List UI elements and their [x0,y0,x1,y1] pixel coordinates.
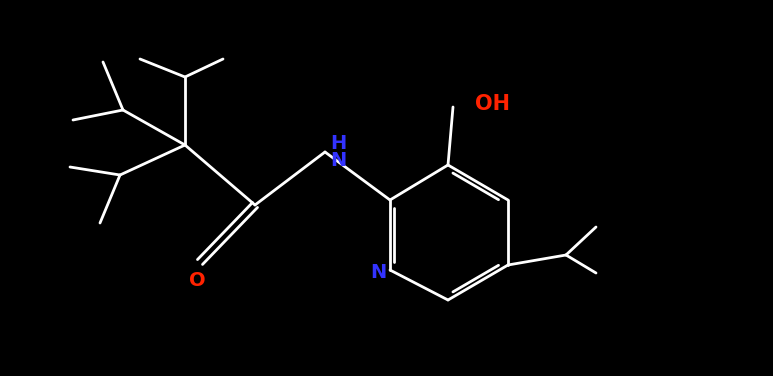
Text: OH: OH [475,94,510,114]
Text: O: O [189,270,206,290]
Text: H
N: H N [330,134,346,170]
Text: N: N [369,262,386,282]
